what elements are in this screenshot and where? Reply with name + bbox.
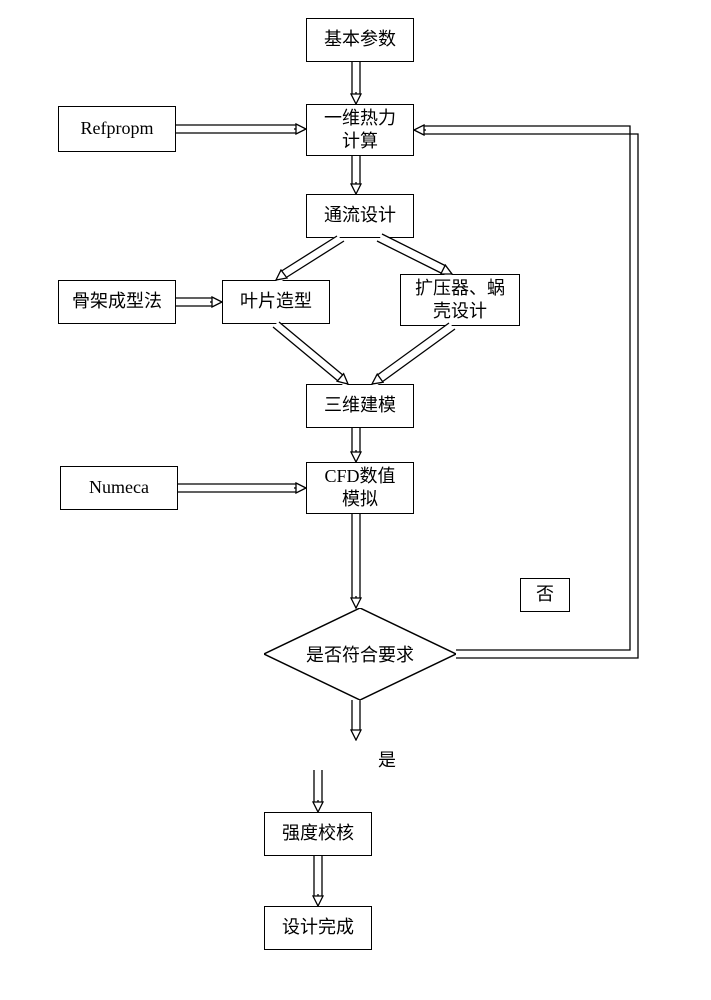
node-one-d: 一维热力 计算 [306,104,414,156]
node-label: 基本参数 [324,28,396,51]
branch-label-no: 否 [520,578,570,612]
label-text: 否 [536,583,554,606]
node-label: Numeca [89,476,149,499]
node-label: 设计完成 [282,916,354,939]
node-label: 通流设计 [324,204,396,227]
node-strength: 强度校核 [264,812,372,856]
edge-basic-to-oned [352,62,360,104]
edge-throughflow-to-diffuser [377,234,452,274]
edge-oned-to-throughflow [352,156,360,194]
node-through-flow: 通流设计 [306,194,414,238]
node-label: CFD数值 模拟 [324,465,395,512]
node-basic-params: 基本参数 [306,18,414,62]
node-label: 是否符合要求 [306,641,414,667]
edge-check-to-strength [314,700,360,812]
label-text: 是 [378,750,396,770]
branch-label-yes: 是 [378,746,396,772]
node-done: 设计完成 [264,906,372,950]
node-label: 骨架成型法 [72,290,162,313]
edge-numeca-to-cfd [178,484,306,492]
edge-blade-to-model3d [273,322,348,384]
node-diffuser: 扩压器、蜗 壳设计 [400,274,520,326]
node-label: 扩压器、蜗 壳设计 [415,277,505,324]
node-refpropm: Refpropm [58,106,176,152]
node-check: 是否符合要求 [264,608,456,700]
node-label: Refpropm [81,117,154,140]
edge-model3d-to-cfd [352,428,360,462]
edge-throughflow-to-blade [276,236,344,280]
node-label: 一维热力 计算 [324,107,396,154]
node-label: 叶片造型 [240,290,312,313]
edge-diffuser-to-model3d [372,323,455,384]
edge-strength-to-done [314,856,322,906]
edge-cfd-to-check [352,514,360,608]
node-label: 三维建模 [324,394,396,417]
node-cfd: CFD数值 模拟 [306,462,414,514]
node-skeleton: 骨架成型法 [58,280,176,324]
node-model3d: 三维建模 [306,384,414,428]
node-numeca: Numeca [60,466,178,510]
edge-skeleton-to-blade [176,298,222,306]
node-label: 强度校核 [282,822,354,845]
edge-refpropm-to-oned [176,125,306,133]
node-blade: 叶片造型 [222,280,330,324]
